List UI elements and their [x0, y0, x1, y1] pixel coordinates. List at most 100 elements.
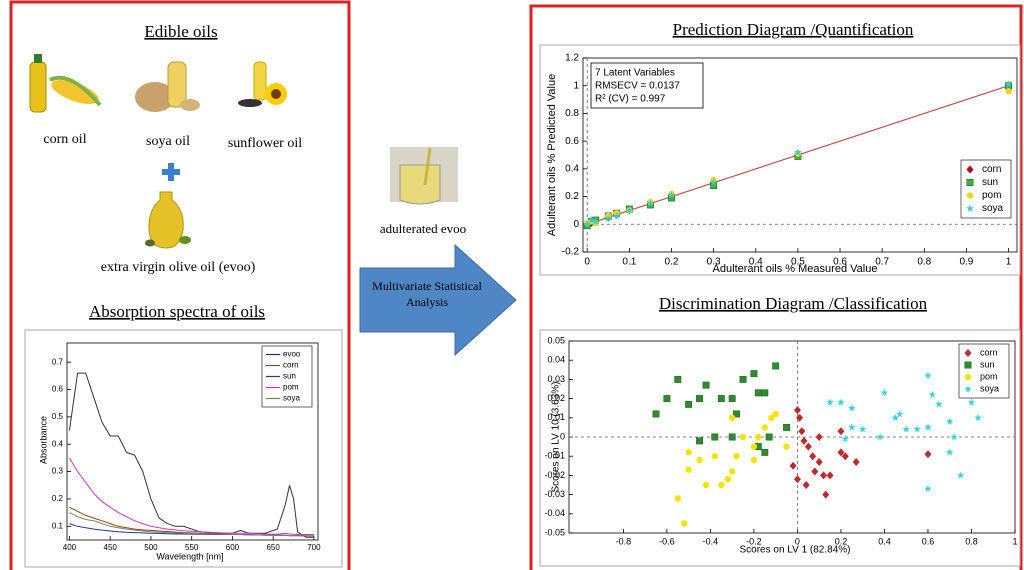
spectra-title: Absorption spectra of oils — [89, 302, 265, 321]
annotation: 7 Latent Variables — [595, 68, 675, 79]
marker — [729, 395, 735, 401]
legend-label: pom — [283, 383, 299, 392]
marker — [729, 415, 735, 421]
x-axis-label: Wavelength [nm] — [156, 551, 223, 561]
x-tick-label: -0.6 — [659, 536, 675, 546]
x-tick-label: 0.8 — [917, 257, 931, 268]
x-tick-label: -0.4 — [703, 536, 719, 546]
x-tick-label: 1 — [1006, 257, 1012, 268]
x-tick-label: 600 — [226, 543, 240, 552]
corn-oil-icon — [30, 54, 102, 112]
plus-icon — [162, 163, 180, 181]
marker — [696, 395, 702, 401]
legend-swatch — [967, 192, 973, 198]
x-tick-label: 0.4 — [878, 536, 891, 546]
y-tick-label: 0.05 — [547, 335, 565, 345]
marker — [725, 476, 731, 482]
legend-label: soya — [283, 394, 300, 403]
canvas: Edible oils corn oil soya oil sunflower … — [0, 0, 1024, 570]
x-axis-label: Scores on LV 1 (82.84%) — [740, 545, 851, 556]
legend-label: corn — [283, 361, 299, 370]
beaker-icon — [390, 147, 458, 204]
marker — [675, 495, 681, 501]
annotation: RMSECV = 0.0137 — [595, 81, 680, 92]
oil-label: soya oil — [146, 134, 190, 149]
annotation: R² (CV) = 0.997 — [595, 94, 666, 105]
x-tick-label: 650 — [266, 543, 280, 552]
marker — [664, 395, 670, 401]
y-axis-label: Scores on LV 10 (3.63%) — [551, 382, 562, 493]
marker — [762, 390, 768, 396]
legend-label: soya — [980, 383, 999, 393]
oil-label: sunflower oil — [228, 136, 302, 151]
marker — [703, 482, 709, 488]
y-tick-label: 0.2 — [565, 191, 579, 202]
chart-frame — [540, 330, 1020, 566]
oil-label: corn oil — [43, 132, 86, 147]
y-tick-label: 0.04 — [547, 355, 565, 365]
marker — [696, 457, 702, 463]
marker — [718, 395, 724, 401]
marker — [783, 424, 789, 430]
y-tick-label: 1.2 — [565, 53, 579, 64]
soya-oil-icon — [135, 62, 200, 112]
legend-label: corn — [982, 164, 1001, 175]
legend-label: sun — [980, 359, 995, 369]
marker — [740, 434, 746, 440]
evoo-label: extra virgin olive oil (evoo) — [101, 260, 256, 275]
marker — [685, 401, 691, 407]
x-tick-label: 1 — [1012, 536, 1017, 546]
marker — [755, 390, 761, 396]
marker — [766, 434, 772, 440]
y-tick-label: 0.6 — [52, 385, 64, 394]
marker — [653, 411, 659, 417]
y-tick-label: 0.8 — [565, 108, 579, 119]
marker — [740, 376, 746, 382]
y-tick-label: -0.05 — [544, 527, 565, 537]
y-tick-label: 0.6 — [565, 136, 579, 147]
marker — [783, 443, 789, 449]
marker — [718, 482, 724, 488]
legend-swatch — [965, 362, 971, 368]
marker — [712, 453, 718, 459]
y-tick-label: 0.3 — [52, 467, 64, 476]
marker — [751, 443, 757, 449]
olive-oil-icon — [145, 192, 191, 248]
y-tick-label: 0.1 — [52, 521, 64, 530]
x-tick-label: 0.8 — [965, 536, 978, 546]
x-tick-label: 0.1 — [622, 257, 636, 268]
marker — [685, 449, 691, 455]
marker — [762, 424, 768, 430]
arrow-label: Multivariate Statistical Analysis — [362, 278, 492, 310]
legend-swatch — [967, 179, 973, 185]
marker — [703, 382, 709, 388]
y-tick-label: 0 — [573, 219, 579, 230]
x-tick-label: 0 — [584, 257, 590, 268]
marker — [675, 376, 681, 382]
sample-label: adulterated evoo — [380, 221, 466, 236]
marker — [685, 466, 691, 472]
legend-label: evoo — [283, 350, 301, 359]
marker — [712, 434, 718, 440]
y-axis-label: Absorbance — [38, 416, 48, 464]
legend-label: soya — [982, 203, 1004, 214]
sunflower-oil-icon — [238, 62, 287, 107]
marker — [729, 468, 735, 474]
x-axis-label: Adulterant oils % Measured Value — [713, 263, 878, 275]
marker — [733, 453, 739, 459]
x-tick-label: 0.2 — [665, 257, 679, 268]
legend-swatch — [965, 374, 971, 380]
y-tick-label: -0.04 — [544, 508, 565, 518]
legend-label: pom — [982, 190, 1001, 201]
legend-label: corn — [980, 347, 998, 357]
marker — [751, 457, 757, 463]
legend-label: pom — [980, 371, 998, 381]
marker — [696, 438, 702, 444]
marker — [772, 363, 778, 369]
x-tick-label: 0.9 — [959, 257, 973, 268]
legend-label: sun — [283, 372, 296, 381]
x-tick-label: -0.8 — [616, 536, 632, 546]
marker — [729, 434, 735, 440]
left-title: Edible oils — [144, 22, 217, 41]
legend-label: sun — [982, 177, 998, 188]
